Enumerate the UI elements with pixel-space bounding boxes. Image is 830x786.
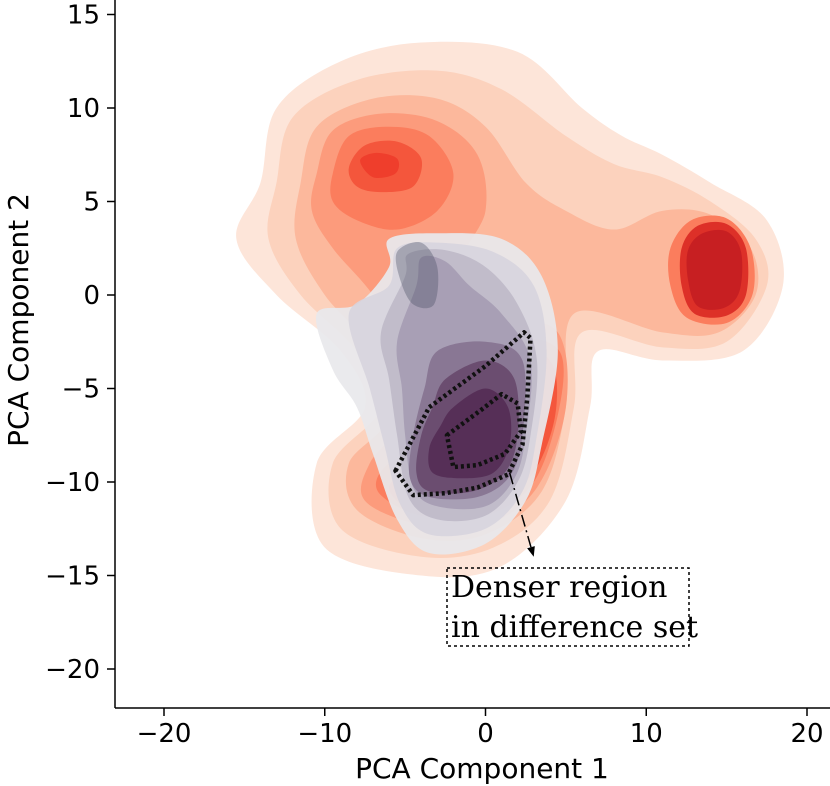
y-tick-label: −20 [45,655,100,685]
annotation-text-line-1: Denser region [451,570,667,605]
y-tick-label: 5 [83,188,100,218]
y-tick-label: −15 [45,562,100,592]
x-tick-label: 0 [477,719,494,749]
dense-region-outer-contour [393,330,533,498]
x-tick-label: 20 [790,719,823,749]
annotation-arrow-head [527,546,535,557]
annotation-box [446,567,690,647]
y-tick-label: 10 [67,94,100,124]
red-contour-band [686,229,743,310]
gray-contour-band [395,242,439,309]
x-tick-label: 10 [630,719,663,749]
annotation-arrow [508,472,532,548]
y-tick-label: 15 [67,1,100,31]
x-ticks: −20 −10 0 10 20 [137,708,824,749]
annotation-text-line-2: in difference set [451,610,698,645]
x-axis-label: PCA Component 1 [355,752,609,785]
y-tick-label: −5 [62,375,100,405]
y-axis-label: PCA Component 2 [2,193,35,447]
y-ticks: −20 −15 −10 −5 0 5 10 15 [45,1,115,685]
plot-area [236,41,784,578]
x-tick-label: −20 [137,719,192,749]
y-tick-label: 0 [83,281,100,311]
gray-contour-band [428,388,512,479]
dense-region-inner-contour [444,391,524,470]
red-contour-band [360,152,400,178]
x-tick-label: −10 [297,719,352,749]
annotation: Denser region in difference set [446,472,698,647]
y-tick-label: −10 [45,468,100,498]
